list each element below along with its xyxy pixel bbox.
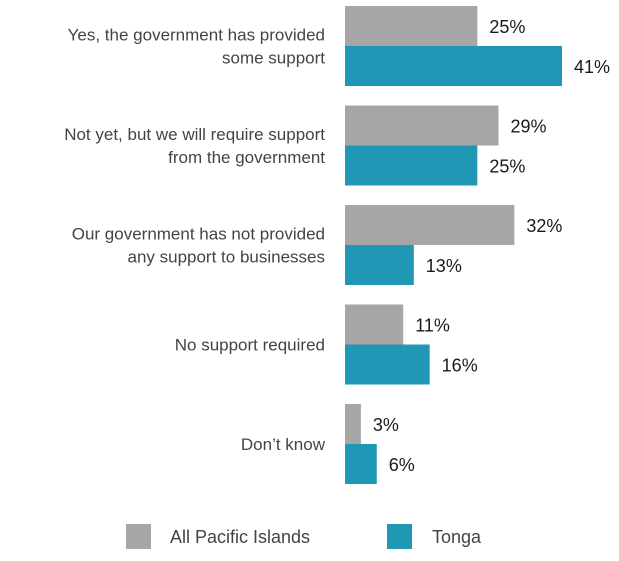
value-label: 11% xyxy=(415,316,450,336)
category-label: Yes, the government has provided xyxy=(68,26,325,45)
bar-all-pacific-islands xyxy=(345,205,515,245)
bar-tonga xyxy=(345,444,377,484)
bar-all-pacific-islands xyxy=(345,6,478,46)
value-label: 25% xyxy=(489,157,525,177)
bars xyxy=(345,6,562,484)
bar-tonga xyxy=(345,46,562,86)
legend-label: All Pacific Islands xyxy=(170,527,310,547)
bar-all-pacific-islands xyxy=(345,304,404,345)
value-label: 16% xyxy=(442,356,478,376)
category-label: any support to businesses xyxy=(127,248,325,267)
bar-tonga xyxy=(345,344,430,385)
category-label: from the government xyxy=(168,148,325,167)
value-label: 13% xyxy=(426,256,462,276)
legend-swatch xyxy=(387,524,412,549)
category-label: Not yet, but we will require support xyxy=(64,125,325,144)
value-labels: 25% 41% 29% 25% 32% 13% 11% 16% 3% 6% xyxy=(373,17,610,475)
bar-tonga xyxy=(345,245,414,285)
bar-all-pacific-islands xyxy=(345,404,361,444)
value-label: 6% xyxy=(389,455,415,475)
bar-tonga xyxy=(345,145,478,186)
category-label: some support xyxy=(222,49,325,68)
value-label: 29% xyxy=(510,117,546,137)
legend-label: Tonga xyxy=(432,527,482,547)
value-label: 41% xyxy=(574,57,610,77)
category-label: No support required xyxy=(175,336,325,355)
legend: All Pacific Islands Tonga xyxy=(126,524,482,549)
value-label: 32% xyxy=(526,216,562,236)
category-labels: Yes, the government has provided some sup… xyxy=(64,26,326,455)
bar-all-pacific-islands xyxy=(345,105,499,146)
value-label: 25% xyxy=(489,17,525,37)
value-label: 3% xyxy=(373,415,399,435)
category-label: Don’t know xyxy=(241,435,326,454)
category-label: Our government has not provided xyxy=(72,225,325,244)
legend-swatch xyxy=(126,524,151,549)
